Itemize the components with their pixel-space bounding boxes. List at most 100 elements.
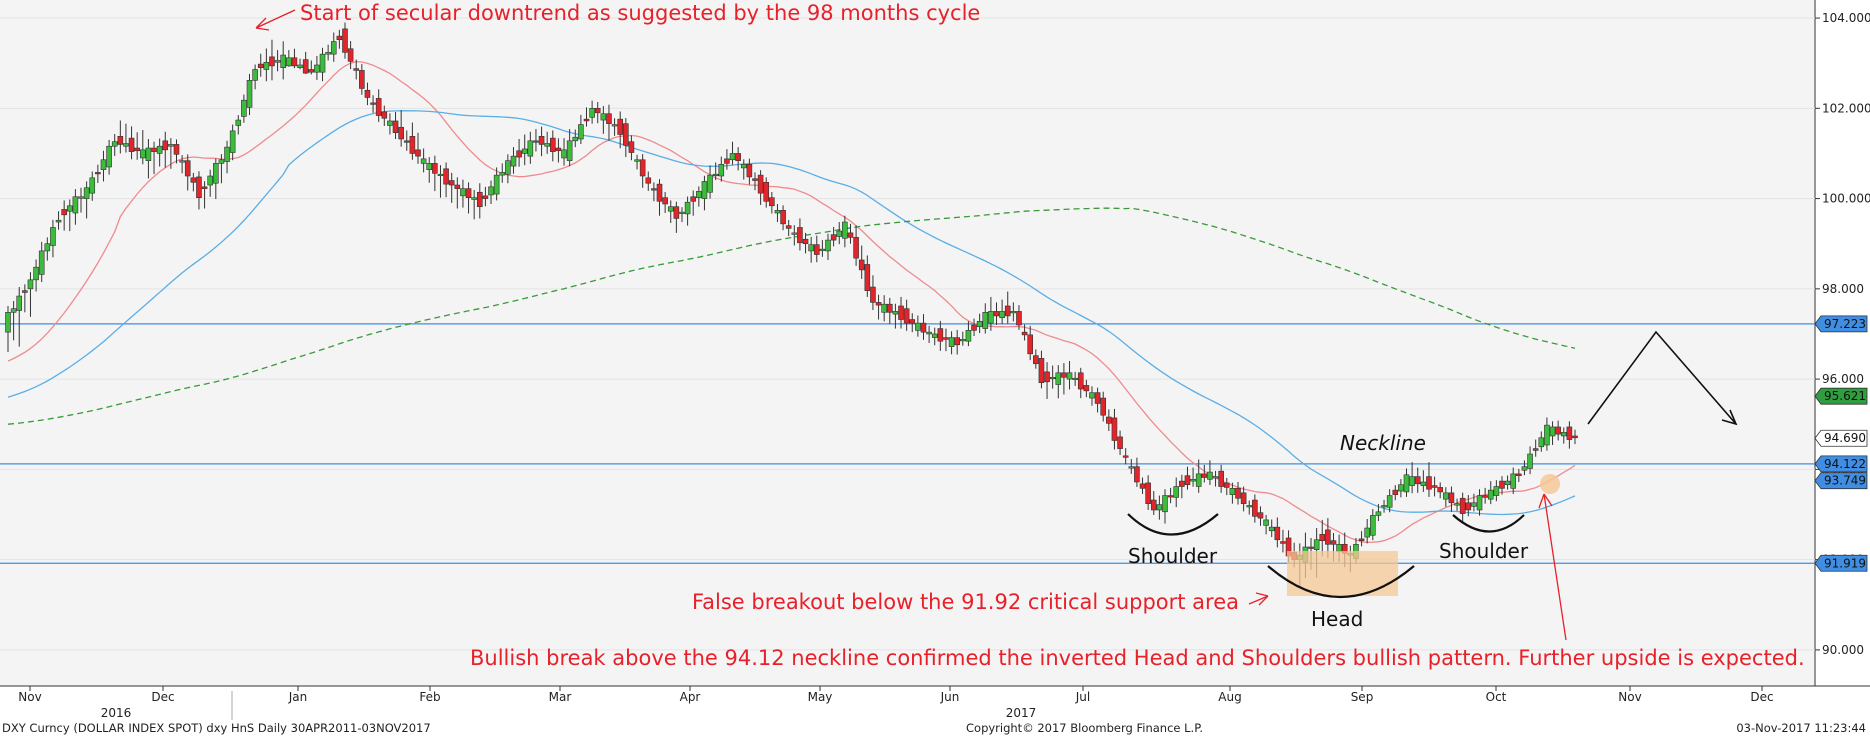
false-breakout-annotation: False breakout below the 91.92 critical … xyxy=(692,590,1239,614)
candle-down xyxy=(291,57,298,67)
candle-down xyxy=(1111,417,1118,441)
x-tick-label: Nov xyxy=(18,690,41,704)
bullish-annotation: Bullish break above the 94.12 neckline c… xyxy=(470,646,1805,670)
candle-up xyxy=(1336,543,1342,552)
price-tag: 93.749 xyxy=(1814,472,1868,490)
candle-up xyxy=(330,41,337,55)
candle-up xyxy=(836,230,843,237)
candle-down xyxy=(763,182,770,202)
candle-down xyxy=(448,180,455,186)
candle-down xyxy=(184,160,191,177)
candle-down xyxy=(308,69,315,73)
x-tick-label: Sep xyxy=(1351,690,1374,704)
candle-up xyxy=(1454,503,1460,506)
candle-down xyxy=(1218,470,1224,487)
breakout-marker xyxy=(1540,474,1560,494)
candle-up xyxy=(1010,311,1017,314)
candle-up xyxy=(156,145,163,154)
candle-down xyxy=(690,196,697,202)
candle-down xyxy=(1235,488,1241,499)
candle-down xyxy=(1459,497,1466,514)
candle-up xyxy=(207,175,213,186)
candle-up xyxy=(740,163,747,169)
candle-up xyxy=(1212,476,1219,479)
candle-up xyxy=(774,210,781,214)
candle-down xyxy=(432,163,438,174)
candle-down xyxy=(398,126,404,140)
candle-down xyxy=(1555,426,1561,435)
candle-up xyxy=(420,158,427,164)
price-tag-box xyxy=(1814,472,1868,490)
x-tick-label: Jun xyxy=(940,690,960,704)
candle-up xyxy=(55,219,62,223)
candle-up xyxy=(1510,473,1517,489)
candle-up xyxy=(960,339,966,342)
candle-up xyxy=(16,295,23,311)
candle-up xyxy=(791,232,798,235)
candle-up xyxy=(1443,492,1449,500)
candle-up xyxy=(1504,480,1511,486)
candle-up xyxy=(1471,502,1477,507)
candle-up xyxy=(1521,466,1528,471)
candle-down xyxy=(858,259,865,271)
candle-up xyxy=(701,181,708,199)
candle-up xyxy=(78,196,84,199)
y-tick-label: 98.000 xyxy=(1822,282,1864,296)
candle-up xyxy=(729,153,736,161)
candle-down xyxy=(1252,499,1258,517)
candle-up xyxy=(5,312,11,333)
candle-down xyxy=(128,137,135,152)
candle-up xyxy=(948,337,955,347)
candle-down xyxy=(1431,485,1438,488)
candle-down xyxy=(1083,385,1090,392)
candle-down xyxy=(797,227,803,244)
candle-up xyxy=(611,124,618,127)
candle-up xyxy=(213,163,219,184)
candle-up xyxy=(387,120,393,126)
candle-down xyxy=(1134,466,1140,483)
candle-down xyxy=(162,140,169,151)
candle-down xyxy=(516,150,522,158)
candle-down xyxy=(898,305,904,320)
neckline-label: Neckline xyxy=(1340,431,1426,455)
instrument-label: DXY Curncy (DOLLAR INDEX SPOT) dxy HnS D… xyxy=(2,721,431,735)
candle-down xyxy=(870,286,876,303)
candle-up xyxy=(1207,471,1213,480)
candle-up xyxy=(915,322,921,331)
candle-down xyxy=(864,264,871,291)
candle-up xyxy=(246,80,253,108)
candle-up xyxy=(931,333,938,338)
candle-up xyxy=(819,248,826,251)
candle-down xyxy=(1027,334,1034,355)
candle-down xyxy=(134,147,140,152)
x-tick-label: Oct xyxy=(1486,690,1507,704)
candle-down xyxy=(151,147,157,152)
y-tick-label: 104.000 xyxy=(1822,11,1870,25)
candle-down xyxy=(403,140,410,143)
candle-down xyxy=(853,237,859,259)
candle-up xyxy=(707,174,713,193)
candle-down xyxy=(1184,475,1191,486)
candle-up xyxy=(881,303,887,313)
candle-down xyxy=(1179,480,1185,487)
candle-up xyxy=(252,69,258,81)
candle-down xyxy=(1448,492,1455,504)
candle-down xyxy=(886,303,893,313)
price-tags: 97.223 94.122 91.919 95.621 94.690 93.749 xyxy=(1814,315,1868,572)
price-tag-label: 94.690 xyxy=(1824,431,1866,445)
candle-down xyxy=(769,197,775,207)
candle-up xyxy=(982,312,989,329)
candle-up xyxy=(1370,515,1376,536)
candle-up xyxy=(1375,511,1382,516)
x-year-label: 2017 xyxy=(1006,706,1037,720)
candle-up xyxy=(27,279,34,290)
candle-down xyxy=(538,135,545,145)
candle-down xyxy=(802,238,809,245)
candle-down xyxy=(920,322,927,333)
candle-down xyxy=(1044,371,1050,383)
price-tag: 97.223 xyxy=(1814,315,1868,333)
candle-down xyxy=(201,186,208,189)
candle-up xyxy=(1386,495,1393,508)
price-tag-box xyxy=(1814,315,1868,333)
candle-up xyxy=(1072,377,1078,381)
